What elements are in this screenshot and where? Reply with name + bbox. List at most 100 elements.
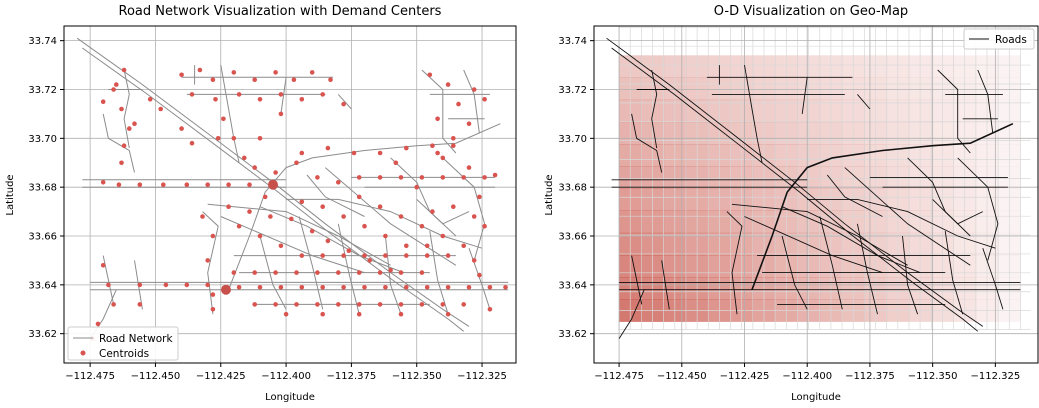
centroid-point	[362, 285, 367, 290]
centroid-point	[121, 143, 127, 148]
right-ytick-label: 33.72	[558, 85, 587, 96]
centroid-point	[100, 180, 106, 185]
centroid-point	[341, 101, 346, 107]
right-legend: Roads	[963, 28, 1035, 50]
centroid-point	[294, 302, 299, 307]
centroid-point	[356, 194, 362, 200]
right-road-segment	[982, 248, 1004, 310]
centroid-point	[328, 77, 333, 82]
right-road-segment	[611, 47, 979, 332]
centroid-point	[461, 175, 467, 180]
left-road-segment	[337, 223, 360, 315]
centroid-point	[461, 302, 467, 307]
left-road-segment	[259, 235, 287, 310]
centroid-point	[210, 77, 216, 82]
legend-centroid-marker	[80, 350, 86, 356]
right-road-segment	[606, 37, 984, 327]
centroid-point	[377, 150, 383, 156]
right-plot-frame	[593, 25, 1039, 364]
centroid-point	[315, 175, 320, 180]
centroid-point	[226, 204, 231, 209]
left-road-segment	[416, 199, 470, 225]
centroid-point	[427, 72, 433, 78]
centroid-point	[119, 106, 124, 112]
centroid-point	[320, 204, 326, 209]
centroid-point	[283, 311, 289, 317]
centroid-point	[100, 99, 106, 104]
centroid-point	[477, 194, 482, 200]
left-road-segment	[76, 37, 470, 327]
left-road-network	[76, 37, 509, 339]
centroid-point	[398, 214, 404, 219]
right-road-segment	[957, 157, 999, 261]
centroid-point	[461, 243, 467, 249]
centroid-point	[231, 270, 237, 275]
right-road-segment	[631, 255, 643, 305]
right-road-segment	[857, 94, 871, 110]
centroid-point	[137, 182, 143, 187]
centroid-point	[119, 160, 124, 166]
centroid-point	[424, 243, 430, 249]
centroid-point	[377, 270, 383, 275]
left-ytick-label: 33.74	[28, 36, 57, 47]
centroid-point	[309, 228, 315, 234]
right-road-segment	[781, 206, 921, 274]
right-ytick-label: 33.64	[558, 280, 587, 291]
centroid-point	[404, 253, 409, 258]
left-road-segment	[207, 203, 391, 266]
left-xtick-label: −112.425	[196, 371, 246, 382]
centroid-point	[346, 248, 352, 253]
left-road-segment	[337, 94, 352, 110]
centroid-point	[247, 209, 252, 214]
centroid-point	[158, 106, 163, 112]
right-road-segment	[932, 199, 983, 225]
centroid-point	[471, 258, 477, 263]
right-road-segment	[844, 167, 971, 266]
left-xlabel: Longitude	[265, 392, 315, 403]
centroid-point	[383, 285, 388, 290]
centroid-point	[200, 214, 205, 219]
left-ytick-label: 33.62	[28, 329, 57, 340]
left-road-segment	[259, 206, 404, 274]
left-road-segment	[82, 47, 465, 332]
right-ylabel: Latitude	[544, 174, 555, 215]
left-chart-title: Road Network Visualization with Demand C…	[119, 4, 442, 19]
centroid-point	[466, 121, 472, 126]
centroid-point	[299, 285, 305, 290]
centroid-point	[320, 311, 326, 317]
centroid-point	[121, 67, 127, 73]
centroid-point	[132, 121, 137, 126]
centroid-point	[351, 150, 357, 156]
right-xlabel: Longitude	[791, 392, 841, 403]
centroid-point	[247, 182, 252, 187]
right-xtick-label: −112.325	[970, 371, 1020, 382]
centroid-point	[291, 77, 297, 82]
centroid-point	[424, 285, 430, 290]
centroid-point	[205, 282, 210, 288]
right-road-segment	[751, 122, 1014, 290]
left-ytick-label: 33.68	[28, 183, 57, 194]
centroid-point	[367, 258, 373, 263]
centroid-point	[451, 136, 456, 141]
right-xtick-label: −112.375	[845, 371, 895, 382]
centroid-point	[430, 209, 435, 214]
right-road-segment	[801, 77, 808, 114]
centroid-point	[419, 175, 425, 180]
left-road-segment	[298, 216, 324, 310]
centroid-point	[404, 145, 409, 151]
left-road-segment	[306, 174, 365, 217]
centroid-point	[414, 184, 420, 190]
centroid-point	[100, 263, 106, 268]
centroid-point	[419, 302, 425, 307]
centroid-point	[336, 302, 341, 307]
centroid-point	[398, 175, 404, 180]
centroid-point	[471, 87, 477, 92]
centroid-point	[114, 82, 119, 87]
centroid-point	[210, 307, 216, 312]
left-road-segment	[280, 77, 287, 114]
centroid-point	[294, 160, 299, 166]
centroid-point	[445, 311, 451, 317]
centroid-point	[236, 223, 242, 229]
centroid-point	[451, 143, 456, 148]
left-road-segment	[324, 167, 457, 266]
